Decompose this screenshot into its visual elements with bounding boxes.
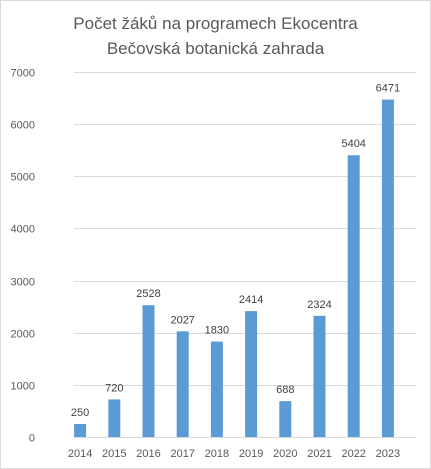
y-tick-label: 4000 (11, 224, 35, 236)
bar (279, 401, 292, 437)
bar (74, 423, 87, 437)
x-tick-label: 2018 (205, 448, 229, 460)
bar (347, 155, 360, 437)
bar (313, 315, 326, 437)
bar (210, 341, 223, 437)
chart-title: Počet žáků na programech Ekocentra Bečov… (73, 14, 358, 58)
bar-value-label: 250 (71, 407, 89, 419)
y-tick-label: 2000 (11, 329, 35, 341)
y-tick-label: 3000 (11, 277, 35, 289)
bar (108, 399, 121, 437)
y-axis-ticks: 0 1000 2000 3000 4000 5000 6000 7000 (11, 68, 35, 445)
bar-value-label: 2027 (170, 314, 194, 326)
x-tick-label: 2014 (68, 448, 92, 460)
bar (142, 305, 155, 437)
x-tick-label: 2016 (136, 448, 160, 460)
bar-value-label: 688 (276, 384, 294, 396)
chart-title-line-2: Bečovská botanická zahrada (107, 39, 325, 58)
x-axis-ticks: 2014 2015 2016 2017 2018 2019 2020 2021 2022 2023 (68, 448, 400, 460)
bar-value-label: 5404 (341, 138, 365, 150)
bar-value-label: 2414 (239, 294, 263, 306)
bar (245, 311, 258, 437)
bar (381, 99, 394, 438)
bar-value-label: 1830 (205, 325, 229, 337)
x-tick-label: 2015 (102, 448, 126, 460)
y-tick-label: 7000 (11, 68, 35, 80)
bar (176, 331, 189, 437)
bar-value-label: 2324 (307, 299, 331, 311)
chart-title-line-1: Počet žáků na programech Ekocentra (73, 14, 358, 33)
y-tick-label: 5000 (11, 172, 35, 184)
x-tick-label: 2023 (376, 448, 400, 460)
x-tick-label: 2019 (239, 448, 263, 460)
y-tick-label: 1000 (11, 381, 35, 393)
bar-value-label: 6471 (376, 83, 400, 95)
value-labels: 250 720 2528 2027 1830 2414 688 2324 5404 6471 (71, 83, 400, 419)
bar-value-label: 2528 (136, 288, 160, 300)
x-tick-label: 2020 (273, 448, 297, 460)
x-tick-label: 2021 (307, 448, 331, 460)
grid-lines (74, 72, 416, 438)
y-tick-label: 0 (29, 433, 35, 445)
x-tick-label: 2017 (170, 448, 194, 460)
bar-value-label: 720 (105, 382, 123, 394)
y-tick-label: 6000 (11, 120, 35, 132)
x-tick-label: 2022 (341, 448, 365, 460)
bars (74, 99, 394, 438)
